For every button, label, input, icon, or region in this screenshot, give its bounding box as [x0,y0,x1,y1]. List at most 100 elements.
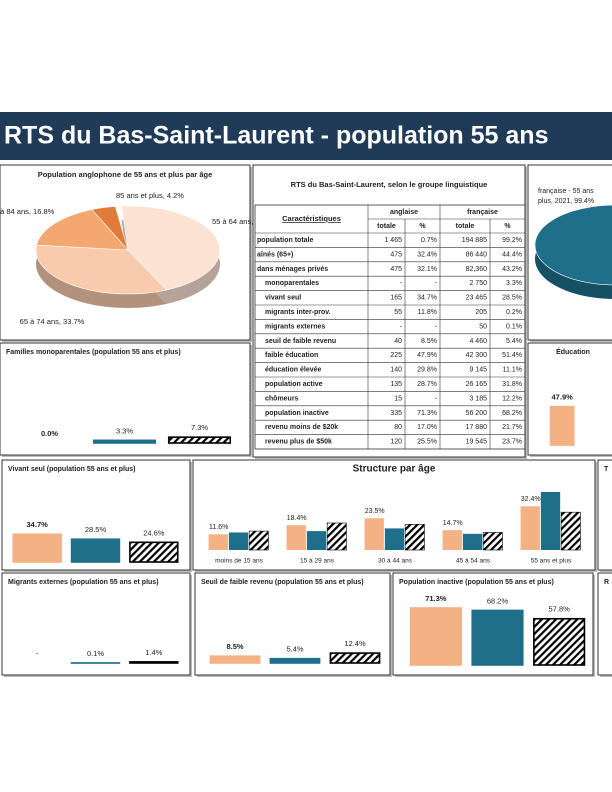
panel [0,342,251,456]
table-cell: 11.8% [418,309,437,316]
table-cell: 1 465 [384,237,402,244]
bar [549,405,575,446]
bar [228,532,249,550]
table-subheader: % [419,223,426,230]
x-tick-label: moins de 15 ans [215,558,263,565]
table-cell: 8.5% [421,338,437,345]
table-subheader: totale [456,223,475,230]
data-label: 14.7% [443,520,463,527]
table-cell: - [435,323,438,330]
data-label: 71.3% [425,594,447,603]
table-cell: revenu moins de $20k [265,424,338,431]
data-label: 34.7% [27,520,49,529]
table-cell: 135 [390,381,402,388]
x-tick-label: 55 ans et plus [531,558,572,565]
table-cell: 12.2% [502,395,522,402]
bar [129,661,179,664]
table-cell: vivant seul [265,295,301,302]
table-cell: chômeurs [265,395,299,402]
data-label: - [36,649,39,658]
pie [35,205,221,308]
table-cell: 51.4% [502,352,522,359]
data-label: 85 ans et plus, 4.2% [116,191,184,200]
table-cell: 25.5% [417,439,437,446]
table-subheader: totale [377,223,396,230]
pie-slice [91,206,129,251]
data-label: 55 à 64 ans, 44.2% [212,217,277,226]
bar [384,528,405,550]
bar [329,652,381,664]
table-cell: population totale [257,237,313,244]
chart-title: Population anglophone de 55 ans et plus … [38,170,213,179]
table-cell: - [435,395,438,402]
table-cell: 28.5% [502,295,522,302]
bar [533,617,586,666]
table-cell: 80 [394,424,402,431]
table-cell: 194 885 [462,237,487,244]
table-cell: migrants inter-prov. [265,309,331,316]
table-cell: 40 [394,338,402,345]
table-cell: 32.1% [417,266,437,273]
table-cell: 19 545 [466,439,488,446]
table-header: Caractéristiques [282,214,341,223]
pie [534,204,612,299]
table-cell: 21.7% [502,424,522,431]
data-label: 68.2% [487,596,509,605]
table-cell: 42 300 [466,352,488,359]
page-title: RTS du Bas-Saint-Laurent - population 55… [4,122,548,150]
table-cell: 15 [394,395,402,402]
pie-slice [534,204,612,286]
chart-title: T [604,466,609,473]
data-label: 3.3% [116,426,133,435]
table-cell: 68.2% [502,410,522,417]
table-cell: 17.0% [417,424,437,431]
table-cell: 47.9% [417,352,437,359]
table-frame [254,204,526,450]
data-label: 7.3% [191,423,208,432]
table-cell: 32.4% [417,251,437,258]
table-cell: faible éducation [265,352,318,359]
bar [248,530,269,551]
table-cell: 0.7% [421,237,437,244]
bar [462,533,483,550]
table-subheader: % [504,223,511,230]
data-label: 23.5% [365,508,385,515]
table-cell: - [400,323,403,330]
table-cell: dans ménages privés [257,266,328,273]
table-cell: 34.7% [417,295,437,302]
table-cell: 120 [390,439,402,446]
chart-title: Structure par âge [353,464,436,475]
table-cell: migrants externes [265,323,325,330]
table-cell: 23.7% [502,439,522,446]
table-cell: 28.7% [417,381,437,388]
table-cell: - [400,280,403,287]
table-cell: 26 165 [466,381,488,388]
bar [167,436,232,444]
data-label: 32.4% [521,496,541,503]
panel [252,164,526,458]
table-cell: 0.1% [506,323,522,330]
chart-title: R [604,579,609,586]
table-cell: 55 [394,309,402,316]
panel [597,572,612,676]
x-tick-label: 15 à 29 ans [300,558,335,565]
bar [540,491,561,550]
bar [482,532,503,551]
data-label: 65 à 74 ans, 33.7% [20,317,85,326]
chart-title: Familles monoparentales (population 55 a… [6,349,181,356]
chart-title: Éducation [556,347,590,356]
bar [471,609,524,666]
table-cell: 23 465 [466,295,488,302]
chart-title: Vivant seul (population 55 ans et plus) [8,466,135,473]
pie-slice [36,209,129,251]
pie-slice [121,205,221,291]
data-label: 75 à 84 ans, 16.8% [0,207,55,216]
table-title: RTS du Bas-Saint-Laurent, selon le group… [291,180,488,189]
panel [597,459,612,571]
bar [306,531,327,550]
table-group: anglaise [390,209,418,216]
table-cell: 475 [390,251,402,258]
table-cell: monoparentales [265,280,319,287]
data-label: plus, 2021, 99.4% [538,198,594,205]
